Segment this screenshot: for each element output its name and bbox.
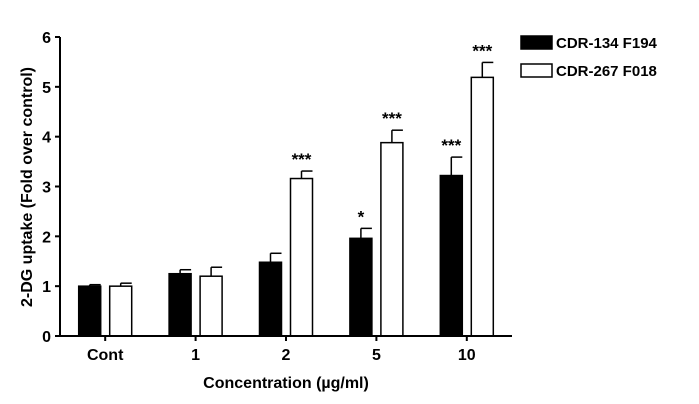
- bar: [258, 261, 283, 337]
- bar: [77, 285, 102, 337]
- legend: CDR-134 F194 CDR-267 F018: [520, 35, 658, 80]
- x-axis-title: Concentration (µg/ml): [203, 375, 369, 392]
- bar: [380, 141, 404, 337]
- x-tick-label: Cont: [87, 347, 124, 364]
- y-axis-title: 2-DG uptake (Fold over control): [19, 67, 36, 307]
- axes-group: Cont 1 2 5 10 0 1 2 3 4 5 6: [42, 30, 512, 364]
- y-tick-label: 4: [42, 130, 51, 147]
- y-tick-label: 3: [42, 180, 51, 197]
- y-tick-label: 1: [42, 279, 51, 296]
- significance-marker: ***: [472, 41, 492, 60]
- bar: [289, 177, 314, 337]
- y-tick-label: 2: [42, 229, 51, 246]
- legend-label: CDR-134 F194: [556, 35, 658, 52]
- significance-marker: *: [358, 207, 365, 226]
- significance-marker: ***: [382, 109, 402, 128]
- bar: [349, 237, 373, 337]
- bar: [439, 174, 464, 337]
- bar: [168, 272, 192, 337]
- y-tick-label: 0: [42, 329, 51, 346]
- bars-group: *************: [77, 41, 495, 337]
- significance-marker: ***: [441, 136, 461, 155]
- significance-marker: ***: [292, 150, 312, 169]
- bar: [199, 275, 223, 337]
- bar: [470, 76, 495, 337]
- legend-swatch: [520, 63, 553, 78]
- legend-swatch: [520, 35, 553, 50]
- y-tick-label: 5: [42, 80, 51, 97]
- x-tick-label: 2: [282, 347, 291, 364]
- x-tick-label: 10: [458, 347, 476, 364]
- x-tick-label: 5: [372, 347, 381, 364]
- y-tick-label: 6: [42, 30, 51, 47]
- legend-label: CDR-267 F018: [556, 63, 657, 80]
- bar: [108, 285, 133, 337]
- x-tick-label: 1: [191, 347, 200, 364]
